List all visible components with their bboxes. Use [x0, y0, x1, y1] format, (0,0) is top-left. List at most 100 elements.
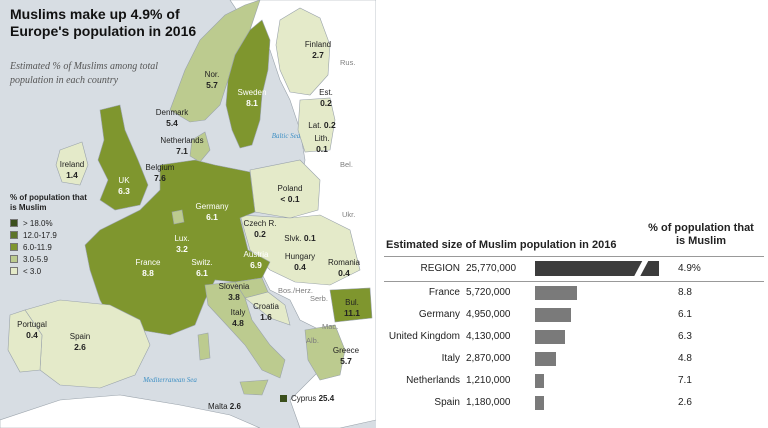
legend-title: % of population that is Muslim: [10, 193, 87, 212]
legend-swatch: [10, 255, 18, 263]
sea-label-mediterranean: Mediterranean Sea: [143, 376, 197, 384]
label-france: France 8.8: [135, 258, 161, 278]
label-malta: Malta 2.6: [208, 402, 241, 411]
uk-shape: [97, 104, 149, 211]
label-bosnia: Bos./Herz.: [278, 286, 314, 295]
label-slovenia: Slovenia 3.8: [218, 282, 250, 302]
denmark-shape: [189, 131, 211, 163]
label-switzerland: Switz. 6.1: [191, 258, 213, 278]
label-finland: Finland 2.7: [304, 40, 332, 60]
row-percent: 2.6: [678, 397, 692, 408]
row-population: 4,130,000: [466, 331, 511, 342]
table-row: Netherlands 1,210,000 7.1: [378, 370, 768, 392]
luxembourg-shape: [171, 209, 185, 225]
label-serbia: Serb.: [310, 294, 328, 303]
legend-swatch: [10, 231, 18, 239]
label-estonia: Est. 0.2: [319, 88, 333, 108]
row-percent: 4.9%: [678, 263, 701, 274]
table-row: United Kingdom 4,130,000 6.3: [378, 326, 768, 348]
table-row-region: REGION 25,770,000 4.9%: [378, 258, 768, 280]
label-lithuania: Lith. 0.1: [314, 134, 330, 154]
label-norway: Nor. 5.7: [204, 70, 220, 90]
legend-item: 3.0-5.9: [10, 253, 90, 265]
population-bar: [535, 374, 544, 388]
label-ukraine: Ukr.: [342, 210, 356, 219]
table-region-rule: [384, 281, 764, 282]
row-population: 1,210,000: [466, 375, 511, 386]
table-panel: Estimated size of Muslim population in 2…: [378, 0, 768, 428]
ireland-shape: [55, 141, 89, 186]
row-percent: 6.3: [678, 331, 692, 342]
sweden-shape: [225, 19, 271, 149]
population-bar: [535, 330, 565, 344]
row-population: 4,950,000: [466, 309, 511, 320]
legend-item: 6.0-11.9: [10, 241, 90, 253]
label-albania: Alb.: [306, 336, 319, 345]
finland-shape: [275, 7, 331, 96]
legend-swatch: [10, 219, 18, 227]
label-macedonia: Mac.: [322, 322, 339, 331]
label-luxembourg: Lux. 3.2: [174, 234, 190, 254]
sea-label-baltic: Baltic Sea: [271, 132, 301, 140]
row-population: 1,180,000: [466, 397, 511, 408]
population-bar: [535, 396, 544, 410]
label-belgium: Belgium 7.6: [145, 163, 175, 183]
legend-label: 12.0-17.9: [23, 230, 57, 240]
label-poland: Poland < 0.1: [277, 184, 303, 204]
label-portugal: Portugal 0.4: [17, 320, 47, 340]
legend-label: 6.0-11.9: [23, 242, 52, 252]
western-core-shape: [84, 159, 271, 336]
cyprus-swatch: [280, 395, 287, 402]
label-netherlands: Netherlands 7.1: [160, 136, 204, 156]
label-greece: Greece 5.7: [332, 346, 360, 366]
row-percent: 6.1: [678, 309, 692, 320]
label-uk: UK 6.3: [118, 176, 130, 196]
row-name: Netherlands: [406, 375, 460, 386]
label-bulgaria: Bul. 11.1: [343, 298, 361, 318]
label-italy: Italy 4.8: [230, 308, 246, 328]
label-spain: Spain 2.6: [69, 332, 91, 352]
label-sweden: Sweden 8.1: [237, 88, 267, 108]
label-latvia: Lat. 0.2: [308, 120, 336, 130]
row-population: 25,770,000: [466, 263, 517, 274]
legend-item: < 3.0: [10, 265, 90, 277]
row-name: Germany: [418, 309, 460, 320]
label-ireland: Ireland 1.4: [59, 160, 85, 180]
table-row: France 5,720,000 8.8: [378, 282, 768, 304]
label-romania: Romania 0.4: [327, 258, 361, 278]
map-legend: % of population that is Muslim > 18.0% 1…: [10, 193, 90, 277]
croatia-shape: [244, 291, 291, 326]
label-slovakia: Slvk. 0.1: [284, 233, 316, 243]
table-row: Germany 4,950,000 6.1: [378, 304, 768, 326]
legend-item: > 18.0%: [10, 217, 90, 229]
legend-label: > 18.0%: [23, 218, 53, 228]
label-germany: Germany 6.1: [195, 202, 229, 222]
table-title: Estimated size of Muslim population in 2…: [386, 239, 617, 251]
europe-map: [0, 0, 376, 428]
row-name: Italy: [441, 353, 460, 364]
legend-label: < 3.0: [23, 266, 42, 276]
row-percent: 8.8: [678, 287, 692, 298]
row-name: Spain: [434, 397, 460, 408]
bulgaria-shape: [329, 287, 373, 323]
sardinia-shape: [197, 332, 211, 361]
table-row: Italy 2,870,000 4.8: [378, 348, 768, 370]
map-subtitle: Estimated % of Muslims among total popul…: [10, 61, 159, 86]
percent-column-header: % of population that is Muslim: [648, 222, 754, 247]
label-austria: Austria 6.9: [243, 250, 269, 270]
row-population: 2,870,000: [466, 353, 511, 364]
population-bar: [535, 308, 571, 322]
label-croatia: Croatia 1.6: [253, 302, 279, 322]
bar-break-mark: [632, 259, 650, 279]
row-percent: 4.8: [678, 353, 692, 364]
label-cyprus: Cyprus 25.4: [280, 394, 334, 403]
population-bar: [535, 352, 556, 366]
table-row: Spain 1,180,000 2.6: [378, 392, 768, 414]
legend-item: 12.0-17.9: [10, 229, 90, 241]
africa-coast: [0, 394, 261, 428]
label-belarus: Bel.: [340, 160, 353, 169]
baltics-shape: [297, 97, 336, 153]
legend-label: 3.0-5.9: [23, 254, 48, 264]
legend-swatch: [10, 243, 18, 251]
map-title: Muslims make up 4.9% of Europe's populat…: [10, 6, 197, 39]
